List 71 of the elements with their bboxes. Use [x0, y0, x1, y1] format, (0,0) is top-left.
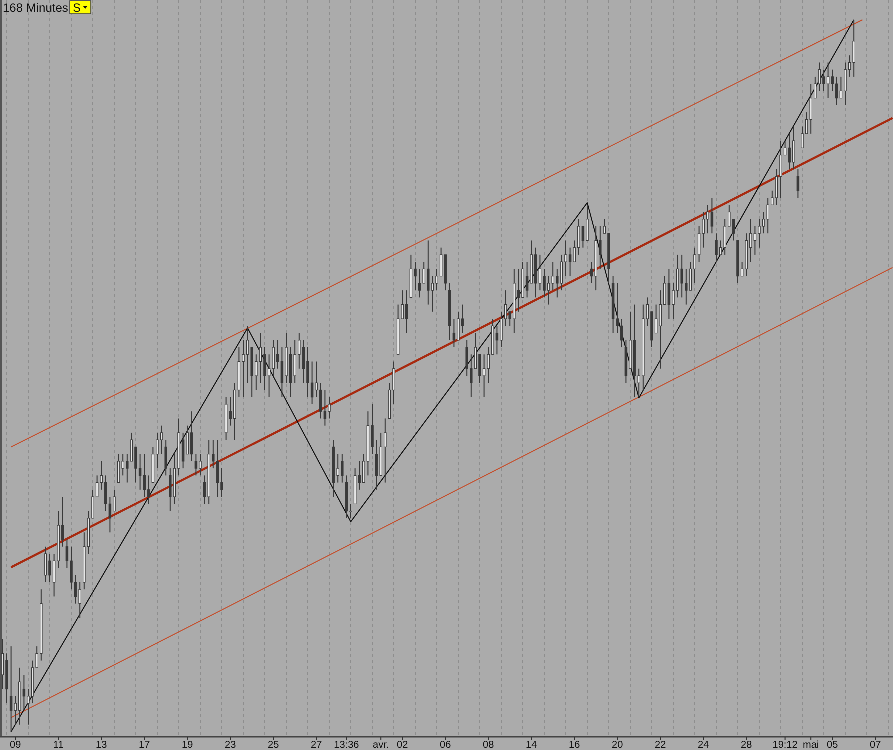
candlestick: [668, 268, 671, 320]
candlestick: [586, 204, 589, 242]
candlestick: [822, 69, 826, 92]
candlestick: [715, 233, 718, 263]
candlestick: [844, 62, 847, 106]
candlestick: [182, 432, 185, 470]
candlestick: [418, 268, 422, 298]
candlestick: [324, 390, 327, 426]
x-tick-label: 24: [698, 740, 710, 750]
chart-title: 168 Minutes: [3, 1, 68, 15]
candlestick: [852, 20, 856, 78]
x-tick-label: 16: [569, 740, 581, 750]
candlestick: [280, 347, 284, 398]
candlestick: [216, 440, 220, 498]
candlestick: [754, 226, 757, 256]
x-tick-label: 20: [612, 740, 624, 750]
candlestick: [310, 361, 314, 405]
x-tick-label: 02: [397, 740, 409, 750]
candlestick: [259, 332, 262, 384]
x-tick-label: 13:36: [334, 740, 360, 750]
x-tick-label: avr.: [373, 740, 390, 750]
candlestick: [538, 254, 542, 292]
x-tick-label: 27: [311, 740, 323, 750]
x-tick-label: 05: [827, 740, 839, 750]
candlestick: [264, 347, 266, 391]
candlestick: [194, 454, 198, 476]
x-tick-label: mai: [803, 740, 820, 750]
x-tick-label: 13: [96, 740, 108, 750]
x-tick-label: 14: [526, 740, 538, 750]
candlestick: [780, 140, 782, 198]
candlestick: [375, 440, 378, 490]
candlestick: [78, 582, 82, 619]
x-tick-label: 19:12: [772, 740, 798, 750]
x-tick-label: 19: [182, 740, 194, 750]
x-tick-label: 17: [139, 740, 151, 750]
candlestick: [1, 638, 4, 690]
candlestick: [710, 198, 714, 234]
candlestick: [482, 354, 486, 398]
candlestick: [117, 454, 120, 484]
x-tick-label: 06: [440, 740, 452, 750]
candlestick: [826, 62, 830, 99]
candlestick: [246, 326, 250, 384]
x-tick-label: 11: [53, 740, 64, 750]
candlestick: [457, 311, 460, 341]
candlestick: [560, 254, 564, 292]
candlestick: [452, 318, 456, 348]
candlestick: [328, 396, 331, 420]
candlestick: [796, 169, 800, 198]
x-tick-label: 08: [483, 740, 495, 750]
candlestick: [44, 546, 48, 583]
candlestick: [199, 454, 202, 476]
candlestick: [48, 554, 52, 583]
candlestick: [169, 468, 172, 512]
candlestick: [160, 425, 164, 455]
candlestick: [10, 646, 13, 732]
x-tick-label: 22: [655, 740, 667, 750]
x-tick-label: 25: [268, 740, 280, 750]
x-tick-label: 07: [870, 740, 882, 750]
x-tick-label: 23: [225, 740, 237, 750]
candlestick: [242, 340, 245, 398]
text: S: [73, 1, 82, 15]
candlestick: [22, 674, 26, 712]
candlestick: [758, 218, 761, 248]
x-tick-label: 28: [741, 740, 753, 750]
candlestick: [302, 340, 306, 384]
x-tick-label: 09: [10, 740, 22, 750]
candlestick: [547, 276, 550, 306]
candlestick: [306, 347, 310, 398]
candlestick: [568, 247, 572, 277]
candlestick: [164, 440, 168, 476]
candlestick: [543, 268, 546, 298]
